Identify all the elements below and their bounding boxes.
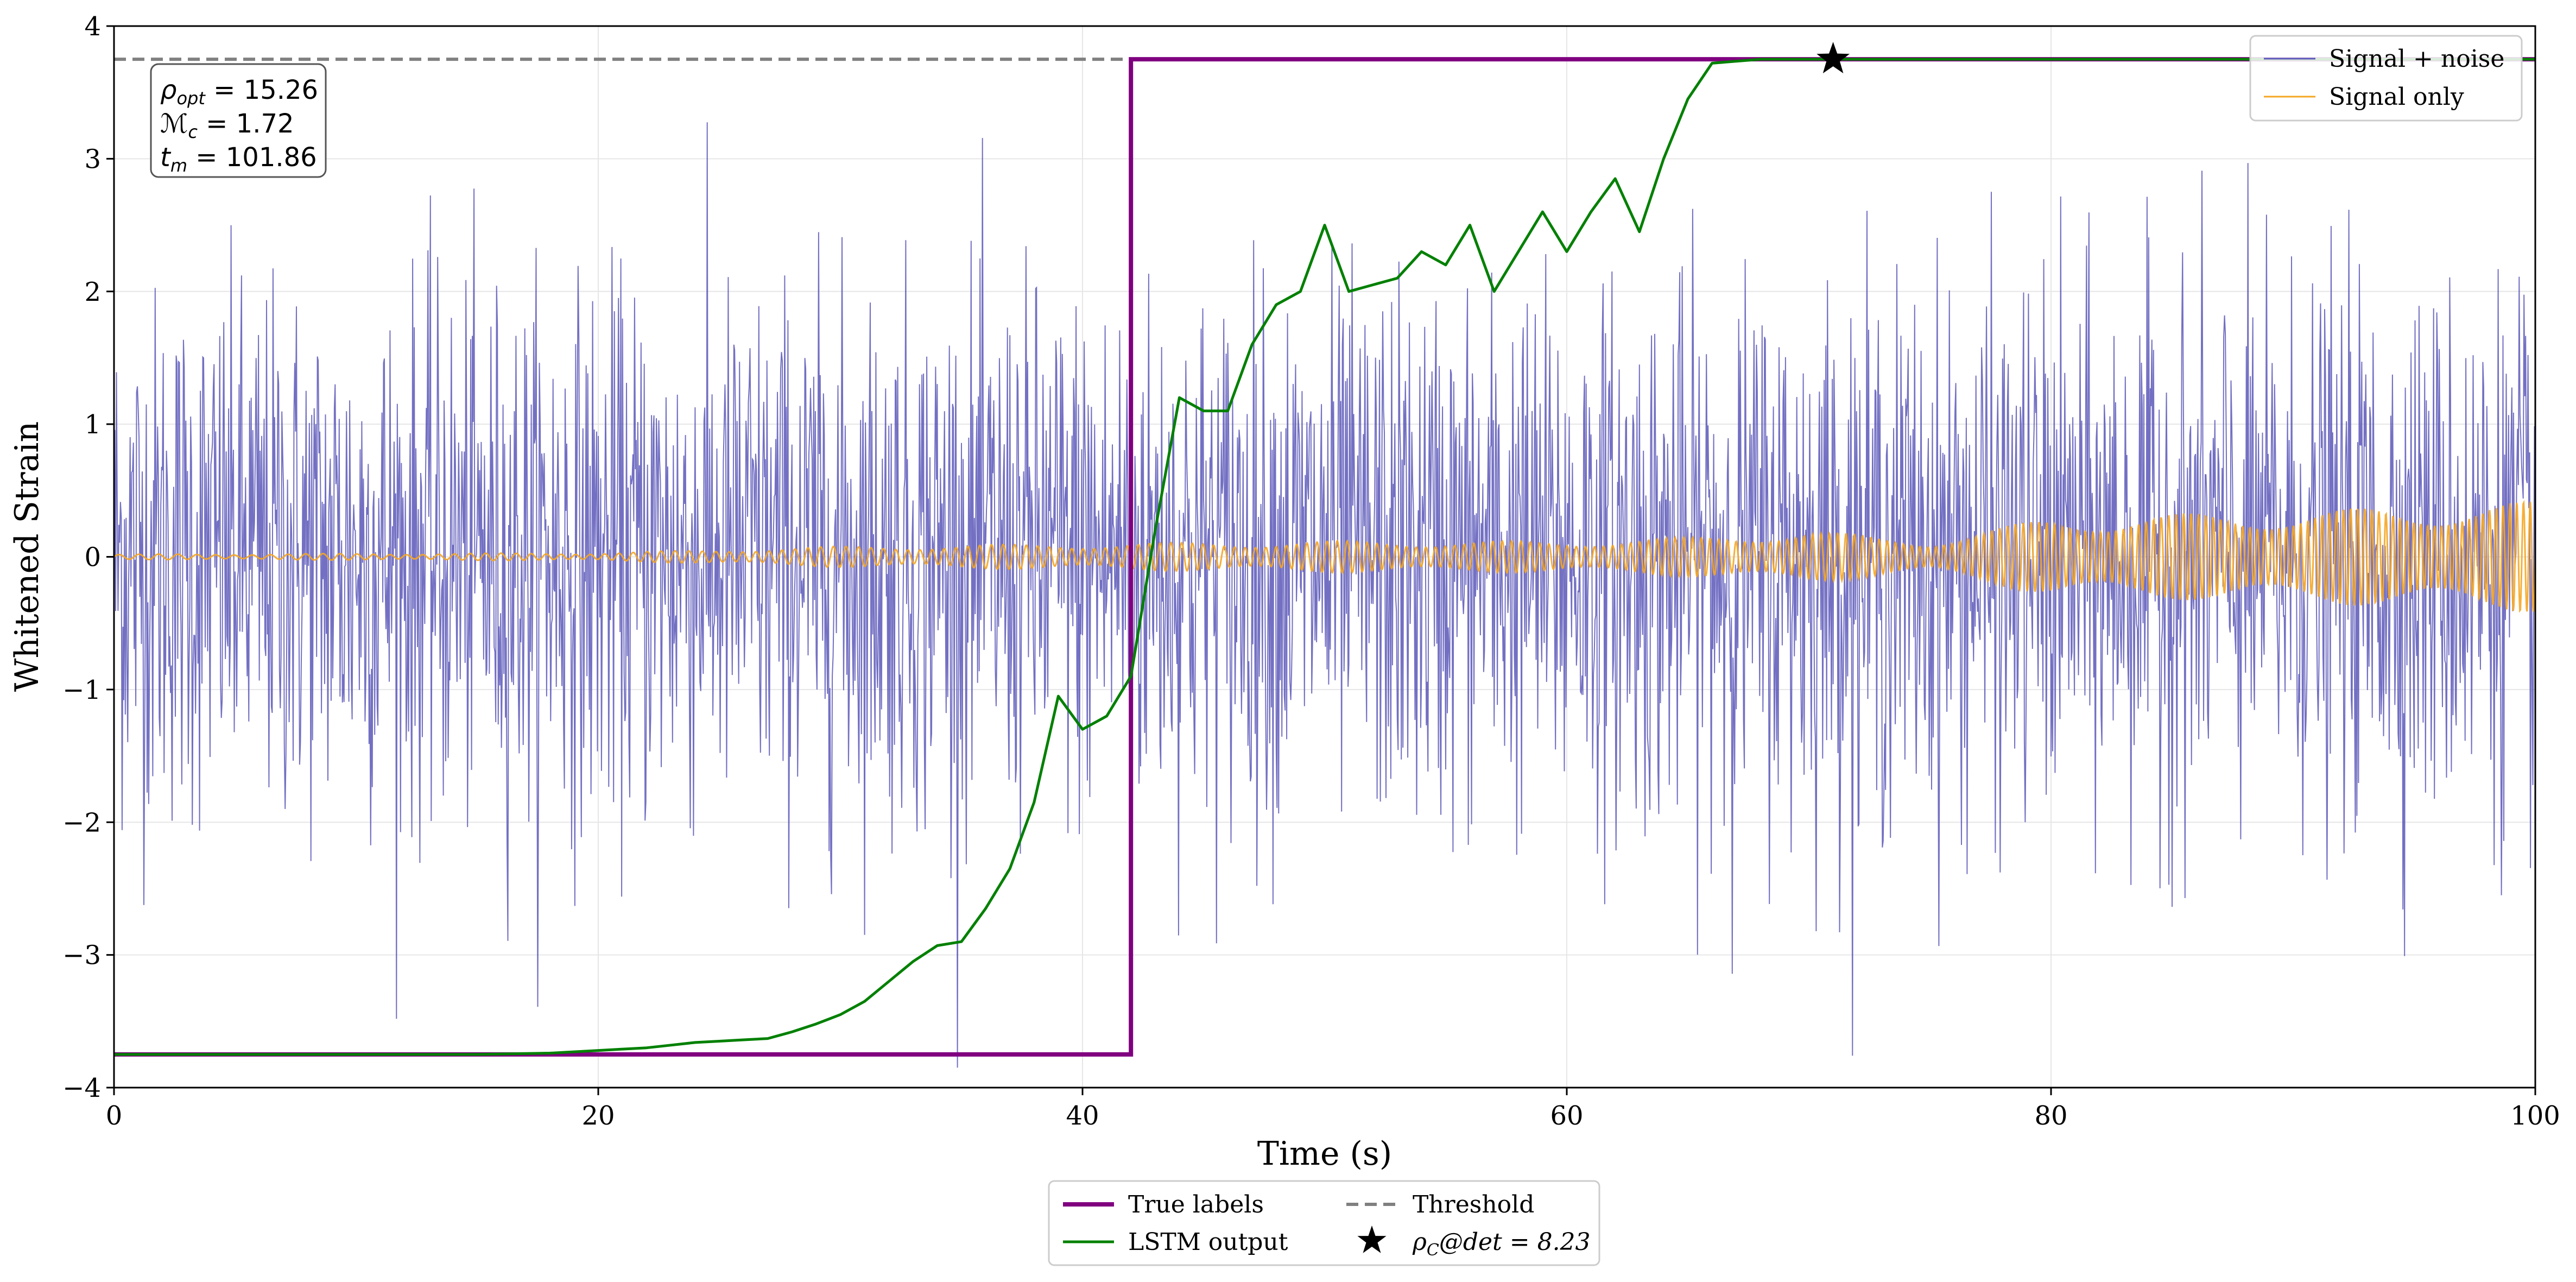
- y-tick-label: −2: [62, 807, 101, 838]
- y-tick-label: 3: [84, 144, 101, 174]
- y-tick-label: 1: [84, 409, 101, 440]
- y-tick-label: −3: [62, 940, 101, 971]
- legend-swatch-detection-star: [1357, 1226, 1387, 1253]
- x-tick-label: 20: [581, 1101, 615, 1131]
- x-axis-title: Time (s): [1257, 1135, 1392, 1173]
- series-lstm-output: [114, 58, 2535, 1056]
- legend-top-right: Signal + noise Signal only: [2249, 35, 2523, 122]
- x-tick-label: 100: [2510, 1101, 2560, 1131]
- annotation-line-chirp-mass: ℳc = 1.72: [160, 109, 294, 142]
- y-tick-label: 4: [84, 11, 101, 42]
- y-axis: −4 −3 −2 −1 0 1 2 3 4: [62, 11, 114, 1103]
- annotation-line-merger-time: tm = 101.86: [160, 142, 317, 176]
- y-tick-label: 0: [84, 542, 101, 573]
- y-tick-label: −4: [62, 1073, 101, 1103]
- legend-label-threshold: Threshold: [1413, 1191, 1534, 1218]
- legend-bottom: True labels LSTM output Threshold ρC@det…: [1048, 1180, 1600, 1266]
- annotation-line-rho-opt: ρopt = 15.26: [160, 75, 318, 109]
- x-tick-label: 80: [2034, 1101, 2067, 1131]
- legend-label-lstm-output: LSTM output: [1128, 1228, 1288, 1256]
- x-tick-label: 60: [1550, 1101, 1583, 1131]
- stats-annotation: ρopt = 15.26 ℳc = 1.72 tm = 101.86: [150, 63, 327, 178]
- legend-top-right-box: [2249, 35, 2523, 122]
- x-tick-label: 40: [1066, 1101, 1099, 1131]
- x-tick-label: 0: [106, 1101, 123, 1131]
- series-signal-only: [114, 500, 2535, 613]
- y-tick-label: −1: [62, 675, 101, 705]
- legend-bottom-box: [1048, 1180, 1600, 1266]
- detection-star-marker: [1817, 42, 1850, 73]
- y-tick-label: 2: [84, 277, 101, 307]
- legend-label-signal-only: Signal only: [2329, 83, 2464, 111]
- x-axis: 0 20 40 60 80 100: [106, 1088, 2560, 1131]
- legend-label-signal-noise: Signal + noise: [2329, 45, 2504, 73]
- y-axis-title: Whitened Strain: [8, 421, 46, 692]
- stats-annotation-box: [150, 63, 327, 178]
- series-signal-noise: [114, 122, 2535, 1068]
- legend-label-detection: ρC@det = 8.23: [1412, 1228, 1591, 1260]
- legend-label-true-labels: True labels: [1128, 1191, 1264, 1218]
